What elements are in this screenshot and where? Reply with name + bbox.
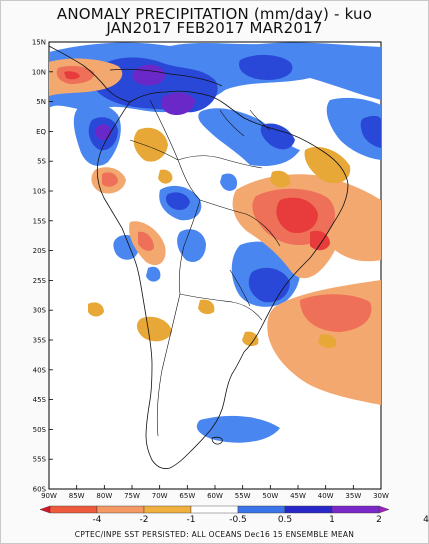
lat-label: 15N	[32, 39, 46, 47]
legend-label: 2	[376, 515, 382, 525]
anomaly-region	[239, 54, 293, 80]
anomaly-region	[136, 316, 172, 342]
legend-swatch	[96, 505, 145, 514]
legend-label: 1	[329, 515, 335, 525]
anomaly-region	[360, 115, 381, 148]
anomaly-region	[242, 331, 259, 347]
lat-label: 40S	[33, 366, 47, 374]
map-subtitle: JAN2017 FEB2017 MAR2017	[106, 19, 323, 37]
lat-label: 50S	[33, 426, 47, 434]
legend-label: 4	[423, 515, 429, 525]
anomaly-region	[318, 334, 337, 349]
coastline	[49, 45, 349, 469]
lon-label: 60W	[207, 492, 223, 500]
legend-label: -4	[93, 515, 102, 525]
anomaly-region	[198, 299, 215, 315]
legend-label: 0.5	[278, 515, 292, 525]
lon-label: 45W	[290, 492, 306, 500]
anomaly-region	[260, 123, 295, 150]
legend-swatch	[39, 505, 51, 514]
anomaly-region	[146, 266, 161, 282]
legend-swatch	[284, 505, 333, 514]
color-legend: -4 -2 -1 -0.5 0.5 1 2 4	[39, 505, 429, 525]
lon-label: 80W	[96, 492, 112, 500]
lat-label: 45S	[33, 396, 47, 404]
anomaly-region	[304, 146, 351, 184]
lat-label: 5S	[37, 158, 46, 166]
legend-label: -0.5	[229, 515, 247, 525]
anomaly-region	[88, 302, 104, 317]
legend-swatch	[237, 505, 286, 514]
lat-label: 10N	[32, 68, 46, 76]
lat-label: 10S	[33, 188, 47, 196]
lat-label: EQ	[36, 128, 46, 136]
map-title: ANOMALY PRECIPITATION (mm/day) - kuo	[56, 5, 373, 23]
lon-label: 70W	[152, 492, 168, 500]
legend-swatch	[190, 505, 239, 514]
legend-swatch	[378, 505, 390, 514]
lon-label: 90W	[41, 492, 57, 500]
anomaly-region	[138, 231, 154, 251]
lon-label: 30W	[373, 492, 389, 500]
anomaly-region	[64, 71, 80, 80]
lon-label: 50W	[262, 492, 278, 500]
anomaly-region	[196, 415, 280, 443]
anomaly-region	[198, 108, 300, 167]
anomaly-region	[220, 173, 238, 191]
lon-label: 55W	[235, 492, 251, 500]
anomaly-region	[310, 230, 330, 251]
legend-label: -1	[187, 515, 196, 525]
anomaly-region	[160, 92, 196, 116]
anomaly-region	[177, 229, 206, 263]
legend-swatch	[143, 505, 192, 514]
lat-label: 35S	[33, 337, 47, 345]
lon-label: 75W	[124, 492, 140, 500]
lat-label: 20S	[33, 247, 47, 255]
anomaly-region	[133, 127, 168, 162]
lat-label: 30S	[33, 307, 47, 315]
anomaly-region	[270, 170, 291, 188]
legend-label: -2	[140, 515, 149, 525]
axis-ticks	[48, 41, 382, 490]
anomaly-region	[165, 192, 190, 210]
lon-label: 40W	[318, 492, 334, 500]
lon-label: 65W	[179, 492, 195, 500]
anomaly-region	[276, 197, 318, 234]
lat-label: 55S	[33, 456, 47, 464]
lat-label: 60S	[33, 486, 47, 494]
lon-label: 85W	[69, 492, 85, 500]
map-footer: CPTEC/INPE SST PERSISTED: ALL OCEANS Dec…	[74, 530, 355, 539]
anomaly-region	[102, 172, 118, 187]
lat-label: 15S	[33, 217, 47, 225]
country-borders	[129, 99, 281, 437]
lat-label: 5N	[36, 98, 46, 106]
lat-label: 25S	[33, 277, 47, 285]
lon-label: 35W	[345, 492, 361, 500]
anomaly-region	[300, 294, 372, 332]
axis-labels: 15N 10N 5N EQ 5S 10S 15S 20S 25S 30S 35S 40S 45S 50S 5…	[32, 39, 389, 501]
anomaly-region	[95, 124, 112, 141]
legend-swatch	[49, 505, 98, 514]
anomaly-region	[326, 97, 381, 160]
anomaly-region	[158, 169, 173, 184]
legend-swatch	[331, 505, 380, 514]
